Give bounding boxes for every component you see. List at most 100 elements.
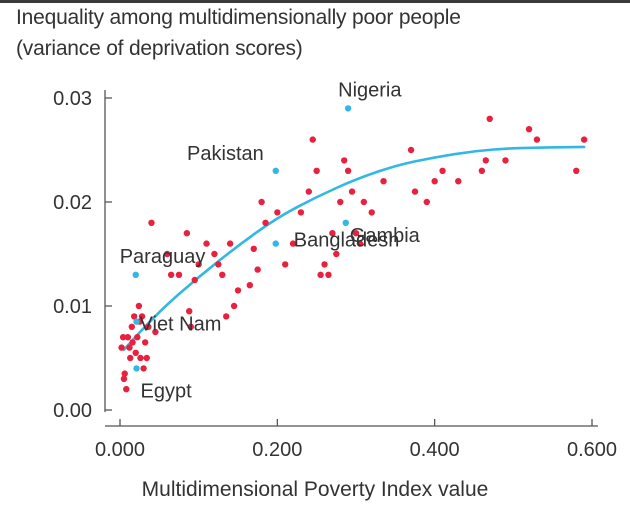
highlight-point-gambia: [342, 219, 349, 226]
data-point: [486, 115, 493, 123]
point-label-paraguay: Paraguay: [120, 246, 206, 268]
data-point: [121, 370, 128, 377]
data-point: [246, 282, 253, 289]
data-point: [118, 344, 125, 351]
point-label-pakistan: Pakistan: [187, 143, 264, 165]
data-point: [431, 178, 438, 185]
data-point: [254, 266, 261, 273]
data-point: [325, 271, 332, 278]
data-point: [191, 276, 198, 284]
data-point: [134, 334, 141, 341]
data-point: [282, 261, 289, 268]
x-tick-label: 0.600: [567, 439, 617, 461]
y-tick-label: 0.02: [53, 192, 92, 214]
trendline: [122, 145, 586, 351]
x-tick-label: 0.000: [95, 439, 145, 461]
data-point: [129, 339, 136, 346]
highlight-point-pakistan: [272, 167, 279, 174]
data-point: [368, 209, 375, 216]
data-point: [380, 178, 387, 185]
y-tick-label: 0.01: [53, 296, 92, 318]
data-point: [128, 323, 135, 330]
y-axis-title-line-1: Inequality among multidimensionally poor…: [16, 6, 461, 29]
top-rule: [0, 0, 630, 3]
data-point: [439, 167, 446, 174]
highlight-point-nigeria: [344, 105, 352, 112]
data-point: [234, 287, 242, 294]
data-point: [317, 271, 324, 278]
data-point: [329, 230, 336, 237]
data-point: [215, 261, 222, 268]
data-point: [356, 240, 364, 247]
data-point: [140, 365, 147, 372]
data-point: [525, 126, 533, 133]
point-label-gambia: Gambia: [350, 225, 421, 247]
data-point: [333, 250, 340, 258]
data-point: [341, 157, 348, 164]
data-point: [135, 302, 143, 310]
highlight-point-bangladesh: [272, 240, 279, 247]
data-point: [502, 157, 509, 164]
data-point: [309, 136, 316, 143]
data-point: [120, 375, 128, 382]
data-point: [478, 167, 486, 174]
point-label-viet-nam: Viet Nam: [140, 314, 222, 336]
data-point: [187, 323, 194, 330]
data-point: [289, 240, 297, 247]
data-point: [455, 178, 462, 185]
data-point: [348, 188, 356, 195]
data-point: [137, 354, 144, 362]
data-point: [262, 219, 269, 226]
highlight-point-viet-nam: [133, 318, 140, 325]
data-point: [337, 198, 344, 206]
data-point: [124, 334, 132, 341]
x-tick-label: 0.400: [410, 439, 460, 461]
data-point: [175, 271, 183, 278]
data-point: [321, 261, 328, 268]
data-point: [141, 339, 149, 346]
data-point: [138, 313, 146, 320]
data-point: [297, 209, 305, 216]
data-point: [219, 271, 226, 278]
axes: 0.00 0.01 0.02 0.03 0.000 0.200 0.400 0.600: [53, 88, 617, 461]
data-point: [130, 313, 138, 320]
y-tick-label: 0.03: [53, 88, 92, 110]
data-point: [145, 323, 152, 330]
data-point: [250, 245, 257, 252]
data-point: [183, 230, 191, 237]
data-point: [360, 198, 368, 206]
points-group: [118, 105, 588, 393]
data-point: [274, 209, 281, 216]
data-point: [423, 198, 430, 206]
data-point: [143, 354, 150, 362]
highlight-point-egypt: [133, 365, 140, 372]
data-point: [195, 261, 202, 268]
data-point: [226, 240, 234, 247]
data-point: [407, 146, 415, 154]
point-label-nigeria: Nigeria: [338, 79, 402, 101]
data-point: [167, 271, 175, 278]
point-label-egypt: Egypt: [141, 380, 193, 402]
data-point: [123, 386, 130, 393]
data-point: [203, 240, 210, 247]
highlight-point-paraguay: [132, 271, 139, 278]
data-point: [580, 136, 588, 143]
data-point: [482, 157, 489, 164]
x-axis-title: Multidimensional Poverty Index value: [141, 478, 489, 501]
data-point: [533, 136, 541, 143]
data-point: [126, 344, 133, 351]
data-point: [148, 219, 155, 226]
data-point: [164, 250, 171, 258]
data-point: [411, 188, 419, 195]
data-point: [119, 334, 127, 341]
data-point: [186, 308, 193, 315]
x-tick-label: 0.200: [252, 439, 302, 461]
data-point: [223, 313, 230, 320]
data-point: [344, 167, 352, 174]
data-point: [305, 188, 312, 195]
point-label-bangladesh: Bangladesh: [294, 230, 400, 252]
data-point: [132, 349, 139, 356]
data-point: [573, 167, 580, 174]
